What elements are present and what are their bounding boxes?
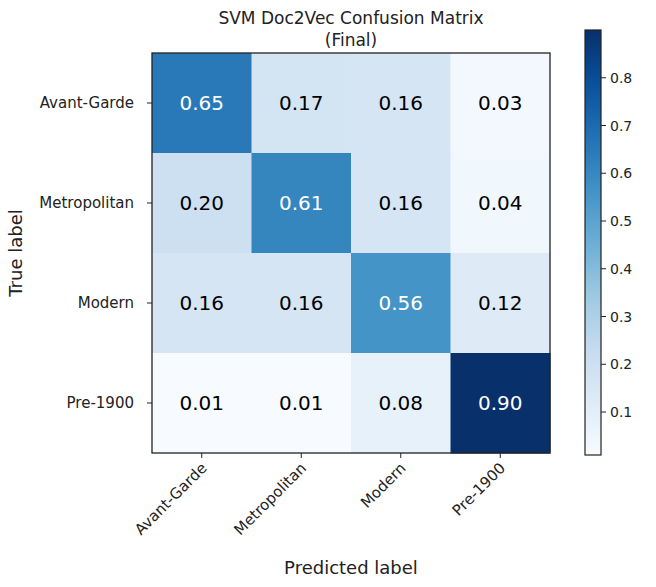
colorbar-tick-label: 0.2 [610, 356, 632, 372]
cell [451, 153, 551, 254]
cell-label: 0.04 [478, 191, 523, 215]
colorbar-tick [601, 77, 606, 78]
y-tick-label: Modern [78, 294, 134, 312]
x-tick-label: Pre-1900 [449, 459, 509, 519]
cell-label: 0.17 [279, 91, 324, 115]
chart: SVM Doc2Vec Confusion Matrix(Final) 0.65 0… [0, 0, 656, 587]
cell-label: 0.56 [378, 291, 423, 315]
cell-label: 0.16 [378, 91, 423, 115]
cell [351, 253, 451, 354]
colorbar-tick [601, 173, 606, 174]
cell-label: 0.01 [279, 391, 324, 415]
colorbar-tick [601, 268, 606, 269]
colorbar-tick [601, 412, 606, 413]
cell [152, 253, 252, 354]
cell [252, 253, 352, 354]
x-tick-label: Metropolitan [230, 459, 310, 539]
x-tick [500, 453, 501, 458]
y-axis-label: True label [5, 209, 26, 298]
cell-label: 0.03 [478, 91, 523, 115]
title: SVM Doc2Vec Confusion Matrix [218, 8, 483, 28]
colorbar-tick [601, 221, 606, 222]
cell [252, 353, 352, 454]
cell-label: 0.12 [478, 291, 523, 315]
cell [451, 53, 551, 154]
cell [252, 153, 352, 254]
colorbar-tick-label: 0.1 [610, 404, 632, 420]
y-tick [147, 203, 152, 204]
y-tick [147, 303, 152, 304]
cell-label: 0.90 [478, 391, 523, 415]
cell [351, 53, 451, 154]
cell-label: 0.61 [279, 191, 324, 215]
x-tick [400, 453, 401, 458]
colorbar-tick-label: 0.7 [610, 118, 632, 134]
cell [351, 353, 451, 454]
cell-label: 0.16 [179, 291, 224, 315]
colorbar-tick-label: 0.3 [610, 309, 632, 325]
cell [351, 153, 451, 254]
cell-label: 0.01 [179, 391, 224, 415]
x-tick-label: Avant-Garde [131, 459, 210, 538]
subtitle: (Final) [325, 30, 377, 50]
cell [152, 353, 252, 454]
colorbar-tick-label: 0.6 [610, 165, 632, 181]
cell [451, 253, 551, 354]
cells [152, 53, 551, 454]
colorbar-tick-label: 0.4 [610, 261, 632, 277]
x-tick [301, 453, 302, 458]
y-tick-label: Metropolitan [39, 194, 134, 212]
colorbar-tick-label: 0.8 [610, 70, 632, 86]
cell [152, 53, 252, 154]
cell-label: 0.65 [179, 91, 224, 115]
y-tick-label: Pre-1900 [67, 394, 134, 412]
cell-label: 0.08 [378, 391, 423, 415]
colorbar [585, 30, 601, 455]
cell [252, 53, 352, 154]
cell-label: 0.16 [279, 291, 324, 315]
cell-label: 0.16 [378, 191, 423, 215]
y-tick [147, 403, 152, 404]
colorbar-tick [601, 364, 606, 365]
x-tick [201, 453, 202, 458]
colorbar-tick [601, 316, 606, 317]
y-tick [147, 103, 152, 104]
y-tick-label: Avant-Garde [40, 94, 134, 112]
x-axis-label: Predicted label [284, 557, 418, 578]
x-tick-label: Modern [357, 459, 410, 512]
colorbar-tick [601, 125, 606, 126]
frame [152, 53, 550, 453]
cell [152, 153, 252, 254]
cell-label: 0.20 [179, 191, 224, 215]
cell [451, 353, 551, 454]
colorbar-tick-label: 0.5 [610, 213, 632, 229]
